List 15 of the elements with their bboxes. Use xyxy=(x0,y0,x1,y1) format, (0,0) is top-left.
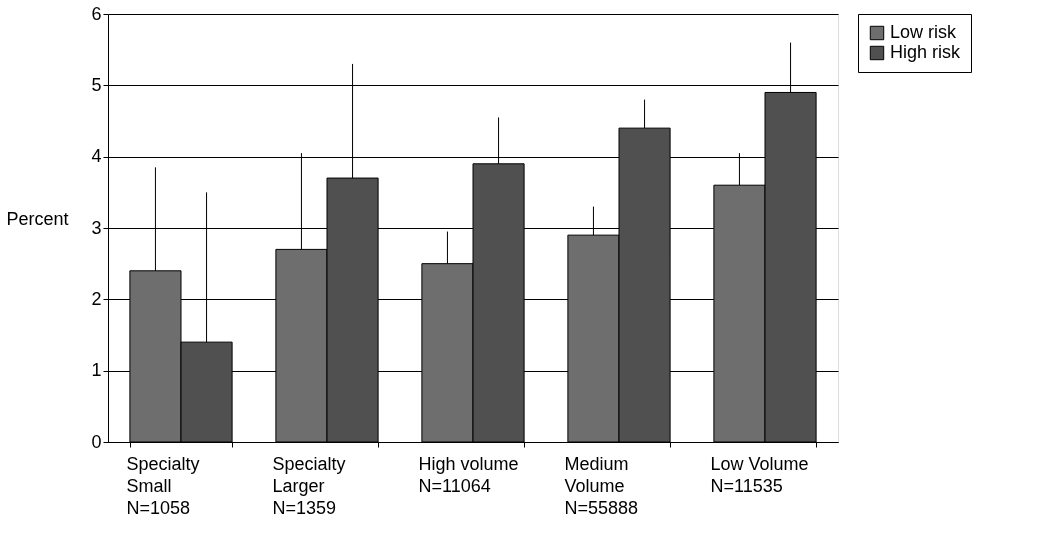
y-tick-label: 1 xyxy=(91,360,102,381)
x-tick-label: Medium Volume N=55888 xyxy=(564,453,639,518)
y-axis-title: Percent xyxy=(6,208,69,229)
legend-label: Low risk xyxy=(890,22,958,42)
x-tick-label: Low Volume N=11535 xyxy=(710,453,809,496)
x-tick-label: Specialty Small N=1058 xyxy=(126,453,200,518)
y-tick-label: 4 xyxy=(91,146,102,167)
y-tick-label: 3 xyxy=(91,217,102,238)
y-tick-label: 5 xyxy=(91,74,102,95)
y-tick-label: 2 xyxy=(91,288,102,309)
legend-label: High risk xyxy=(890,42,962,62)
y-tick-label: 6 xyxy=(91,3,102,24)
y-tick-label: 0 xyxy=(91,431,102,452)
x-tick-label: High volume N=11064 xyxy=(418,453,519,496)
x-tick-label: Specialty Larger N=1359 xyxy=(272,453,346,518)
